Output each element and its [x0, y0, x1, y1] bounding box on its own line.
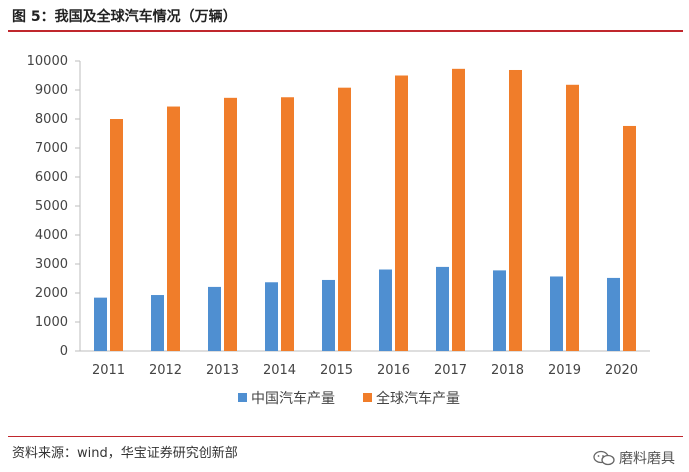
y-tick-label: 1000 — [35, 315, 68, 330]
china-bar-2015 — [322, 279, 335, 351]
chat-bubble-icon — [593, 450, 615, 466]
y-tick-label: 10000 — [27, 54, 68, 69]
global-bar-2015 — [338, 87, 351, 352]
global-bar-2012 — [167, 106, 180, 351]
global-bar-2013 — [224, 97, 237, 351]
y-tick-label: 9000 — [35, 83, 68, 98]
china-bar-2014 — [265, 282, 278, 351]
top-rule — [8, 30, 683, 32]
china-bar-2013 — [208, 286, 221, 351]
china-bar-2020 — [607, 277, 620, 351]
global-bar-2017 — [452, 68, 465, 351]
y-tick-label: 5000 — [35, 199, 68, 214]
legend-swatch — [238, 393, 247, 402]
global-bar-2011 — [110, 119, 123, 351]
legend: 中国汽车产量 全球汽车产量 — [238, 390, 460, 407]
x-tick-label: 2012 — [149, 363, 182, 378]
bottom-rule — [8, 436, 683, 437]
x-tick-label: 2017 — [434, 363, 467, 378]
x-tick-label: 2013 — [206, 363, 239, 378]
china-bar-2019 — [550, 276, 563, 351]
x-tick-label: 2014 — [263, 363, 296, 378]
x-axis: 2011 2012 2013 2014 2015 2016 2017 2018 2019 2020 — [80, 350, 650, 378]
y-tick-label: 4000 — [35, 228, 68, 243]
global-bar-2019 — [566, 84, 579, 351]
figure-title: 图 5：我国及全球汽车情况（万辆） — [12, 9, 237, 25]
china-bar-2016 — [379, 269, 392, 351]
x-tick-label: 2011 — [92, 363, 125, 378]
global-bar-2014 — [281, 97, 294, 351]
y-tick-label: 3000 — [35, 257, 68, 272]
x-tick-label: 2018 — [491, 363, 524, 378]
y-tick-label: 6000 — [35, 170, 68, 185]
x-tick-label: 2016 — [377, 363, 410, 378]
y-tick-label: 0 — [60, 344, 68, 359]
global-bar-2018 — [509, 69, 522, 352]
y-tick-label: 8000 — [35, 112, 68, 127]
y-tick-label: 2000 — [35, 286, 68, 301]
china-bar-2011 — [94, 297, 107, 351]
x-tick-label: 2020 — [605, 363, 638, 378]
x-tick-label: 2019 — [548, 363, 581, 378]
legend-label: 中国汽车产量 — [251, 390, 335, 407]
legend-label: 全球汽车产量 — [376, 390, 460, 407]
bars — [94, 68, 636, 352]
china-bar-2018 — [493, 270, 506, 351]
global-bar-2016 — [395, 75, 408, 351]
y-axis: 0 1000 2000 3000 4000 5000 6000 7000 8000 9000 100… — [27, 54, 81, 359]
global-bar-2020 — [623, 125, 636, 352]
china-bar-2012 — [151, 295, 164, 351]
watermark: 磨料磨具 — [593, 448, 675, 468]
bar-chart: 0 1000 2000 3000 4000 5000 6000 7000 8000 9000 100… — [27, 54, 650, 407]
y-tick-label: 7000 — [35, 141, 68, 156]
watermark-text: 磨料磨具 — [619, 451, 675, 467]
x-tick-label: 2015 — [320, 363, 353, 378]
china-bar-2017 — [436, 266, 449, 351]
source-note: 资料来源：wind，华宝证券研究创新部 — [12, 446, 238, 461]
legend-swatch — [363, 393, 372, 402]
